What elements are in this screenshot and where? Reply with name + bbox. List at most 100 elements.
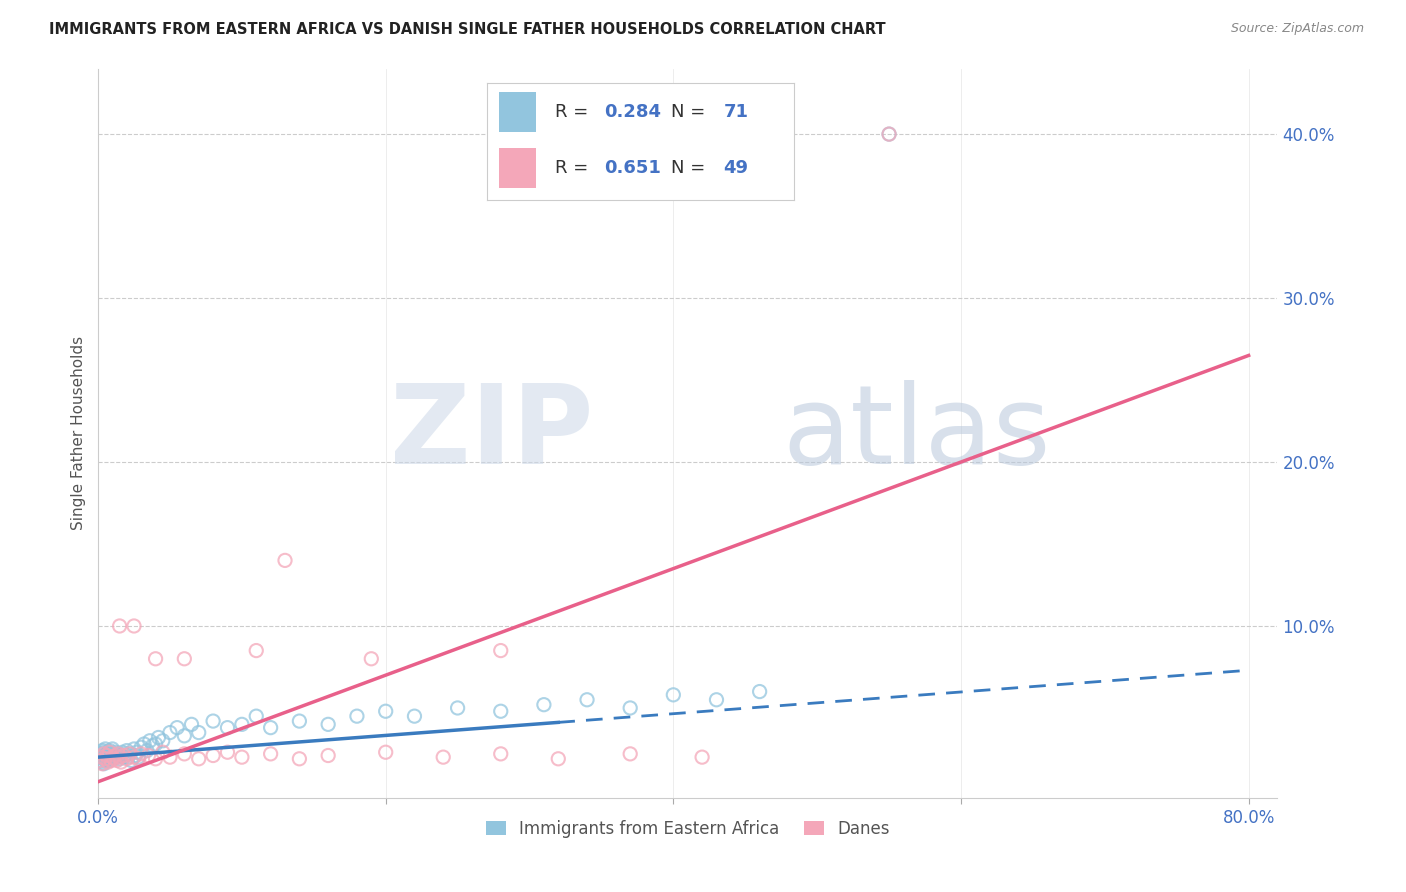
Point xyxy=(89,753,111,767)
Point xyxy=(104,748,127,763)
Point xyxy=(245,709,267,723)
Point xyxy=(180,717,202,731)
Point xyxy=(152,745,174,759)
Point xyxy=(259,747,281,761)
Point xyxy=(122,619,145,633)
Point xyxy=(89,750,111,764)
Point xyxy=(93,747,115,761)
Point xyxy=(533,698,555,712)
Point xyxy=(110,748,132,763)
Text: ZIP: ZIP xyxy=(389,380,593,487)
Point xyxy=(108,750,131,764)
Point xyxy=(132,737,155,751)
Point xyxy=(446,701,468,715)
Point xyxy=(103,752,125,766)
Point xyxy=(115,752,138,766)
Point xyxy=(111,745,134,759)
Point xyxy=(145,652,167,666)
Point xyxy=(105,750,128,764)
Point xyxy=(877,127,900,141)
Y-axis label: Single Father Households: Single Father Households xyxy=(72,336,86,531)
Point xyxy=(316,748,339,763)
Point xyxy=(122,750,145,764)
Point xyxy=(110,755,132,769)
Point xyxy=(96,752,118,766)
Point xyxy=(217,721,239,735)
Point xyxy=(94,752,117,766)
Point xyxy=(404,709,426,723)
Point xyxy=(93,756,115,771)
Point xyxy=(547,752,569,766)
Point xyxy=(114,747,136,761)
Point xyxy=(173,747,195,761)
Point xyxy=(619,701,641,715)
Point xyxy=(145,737,167,751)
Point xyxy=(346,709,368,723)
Point xyxy=(108,752,131,766)
Point xyxy=(107,747,129,761)
Point xyxy=(489,643,512,657)
Point xyxy=(97,748,120,763)
Point xyxy=(118,747,141,761)
Point xyxy=(245,643,267,657)
Point xyxy=(112,748,135,763)
Point xyxy=(100,747,122,761)
Point xyxy=(231,717,253,731)
Point xyxy=(117,750,139,764)
Point xyxy=(136,743,159,757)
Point xyxy=(120,753,142,767)
Point xyxy=(97,755,120,769)
Point xyxy=(187,725,209,739)
Point xyxy=(96,748,118,763)
Point xyxy=(98,745,121,759)
Point xyxy=(202,714,225,728)
Point xyxy=(489,747,512,761)
Point xyxy=(706,692,728,706)
Point xyxy=(138,748,160,763)
Point xyxy=(91,756,114,771)
Point xyxy=(105,753,128,767)
Point xyxy=(97,745,120,759)
Legend: Immigrants from Eastern Africa, Danes: Immigrants from Eastern Africa, Danes xyxy=(479,814,897,845)
Point xyxy=(173,729,195,743)
Point xyxy=(112,750,135,764)
Point xyxy=(96,747,118,761)
Point xyxy=(90,753,112,767)
Point xyxy=(142,739,165,753)
Point xyxy=(98,743,121,757)
Point xyxy=(98,753,121,767)
Point xyxy=(159,725,181,739)
Point xyxy=(231,750,253,764)
Point xyxy=(152,733,174,747)
Point xyxy=(125,745,148,759)
Point xyxy=(129,747,152,761)
Point xyxy=(107,747,129,761)
Point xyxy=(202,748,225,763)
Point xyxy=(94,750,117,764)
Point xyxy=(159,750,181,764)
Point xyxy=(101,742,124,756)
Point xyxy=(129,740,152,755)
Point xyxy=(173,652,195,666)
Point xyxy=(100,753,122,767)
Point xyxy=(103,748,125,763)
Point xyxy=(748,684,770,698)
Point xyxy=(91,748,114,763)
Text: Source: ZipAtlas.com: Source: ZipAtlas.com xyxy=(1230,22,1364,36)
Point xyxy=(118,747,141,761)
Point xyxy=(489,704,512,718)
Point xyxy=(360,652,382,666)
Point xyxy=(166,721,188,735)
Point xyxy=(101,750,124,764)
Point xyxy=(374,704,396,718)
Point xyxy=(432,750,454,764)
Point xyxy=(108,619,131,633)
Point xyxy=(100,750,122,764)
Point xyxy=(877,127,900,141)
Point xyxy=(139,733,162,747)
Point xyxy=(90,750,112,764)
Point xyxy=(94,742,117,756)
Point xyxy=(91,755,114,769)
Point xyxy=(274,553,297,567)
Point xyxy=(690,750,713,764)
